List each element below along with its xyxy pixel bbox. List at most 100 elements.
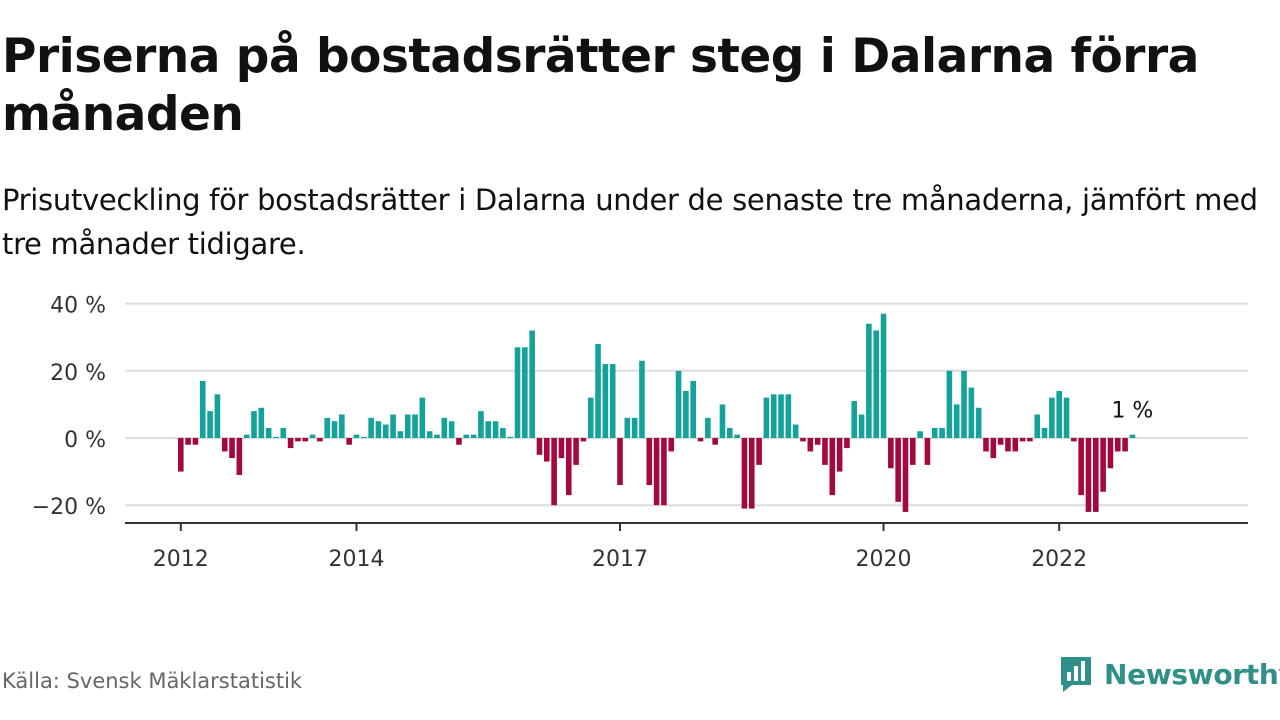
bar xyxy=(251,411,257,438)
bar xyxy=(514,347,521,438)
bar xyxy=(587,397,594,438)
bar xyxy=(178,438,184,472)
bar xyxy=(888,438,894,469)
bar xyxy=(456,438,462,445)
bar xyxy=(624,417,631,438)
bar xyxy=(324,417,330,438)
bar xyxy=(426,431,433,438)
bar xyxy=(873,330,879,438)
bar xyxy=(748,438,755,509)
bar xyxy=(617,438,623,486)
bar xyxy=(1049,397,1055,438)
bar xyxy=(412,414,418,438)
bar xyxy=(214,394,221,438)
bar xyxy=(983,438,989,452)
bar xyxy=(792,424,799,438)
bar xyxy=(558,438,565,459)
bar xyxy=(273,436,279,438)
bar xyxy=(536,438,543,455)
bar xyxy=(712,438,718,445)
bar xyxy=(331,421,338,438)
bar xyxy=(1056,390,1062,438)
bar xyxy=(844,438,850,449)
bar xyxy=(917,431,923,438)
bar xyxy=(404,414,411,438)
bar xyxy=(1114,438,1121,452)
bar xyxy=(382,424,389,438)
bar xyxy=(500,427,506,438)
bar xyxy=(580,438,587,442)
bar xyxy=(719,404,726,438)
x-tick-label: 2012 xyxy=(153,547,209,572)
y-tick-label: 20 % xyxy=(50,361,106,386)
bar xyxy=(287,438,294,449)
bar-chart: 40 % 20 % 0 % −20 % 2012 2014 2017 2020 2022 1 … xyxy=(32,294,1248,572)
bar xyxy=(229,438,235,459)
y-axis-labels: 40 % 20 % 0 % −20 % xyxy=(32,294,106,521)
bar xyxy=(756,438,762,465)
bar xyxy=(778,394,784,438)
bar xyxy=(199,380,206,438)
bar xyxy=(1027,438,1033,442)
bar xyxy=(397,431,404,438)
bar xyxy=(485,421,492,438)
bar xyxy=(265,427,272,438)
y-tick-label: 40 % xyxy=(50,294,106,319)
bar xyxy=(727,427,733,438)
bar xyxy=(339,414,345,438)
brand-name: Newsworthy xyxy=(1104,657,1280,691)
bar xyxy=(309,434,316,438)
bar xyxy=(953,404,960,438)
bar xyxy=(595,343,601,438)
bar xyxy=(1078,438,1084,496)
bar xyxy=(353,434,360,438)
bar xyxy=(800,438,806,442)
bar xyxy=(492,421,499,438)
last-value-annotation: 1 % xyxy=(1111,399,1153,424)
bar xyxy=(1122,438,1128,452)
bar xyxy=(1107,438,1114,469)
bars xyxy=(178,313,1136,512)
bar xyxy=(258,407,265,438)
bar xyxy=(609,364,616,438)
bar xyxy=(221,438,228,452)
bar xyxy=(434,434,440,438)
bar xyxy=(690,380,696,438)
bar xyxy=(361,436,367,438)
bar xyxy=(470,434,477,438)
bar xyxy=(822,438,828,465)
bar xyxy=(851,401,858,438)
bar xyxy=(207,411,213,438)
x-tick-label: 2020 xyxy=(856,547,912,572)
bar xyxy=(990,438,997,459)
bar xyxy=(910,438,916,465)
bar xyxy=(697,438,704,442)
bar xyxy=(1019,438,1026,442)
bar xyxy=(573,438,579,465)
bar xyxy=(236,438,243,475)
bar xyxy=(1085,438,1092,512)
bar xyxy=(280,427,287,438)
y-tick-label: 0 % xyxy=(64,428,106,453)
bar xyxy=(770,394,777,438)
bar xyxy=(895,438,901,502)
bar xyxy=(185,438,191,445)
bar xyxy=(565,438,572,496)
bar xyxy=(975,407,982,438)
bar xyxy=(924,438,931,465)
bar xyxy=(1100,438,1106,492)
bar xyxy=(880,313,887,438)
bar xyxy=(807,438,814,452)
bar xyxy=(295,438,301,442)
bar xyxy=(997,438,1004,445)
bar xyxy=(961,370,967,438)
bar xyxy=(375,421,382,438)
y-tick-label: −20 % xyxy=(32,495,106,520)
bar xyxy=(1005,438,1011,452)
bar xyxy=(741,438,748,509)
bar xyxy=(1071,438,1077,442)
bar xyxy=(639,360,645,438)
x-axis-ticks: 2012 2014 2017 2020 2022 xyxy=(153,523,1087,572)
bar xyxy=(390,414,396,438)
x-tick-label: 2014 xyxy=(328,547,384,572)
